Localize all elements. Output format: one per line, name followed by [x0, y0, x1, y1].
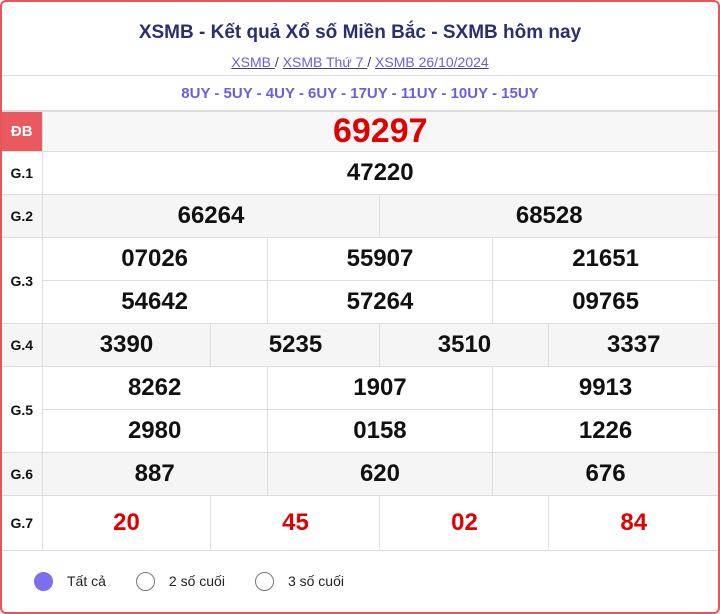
prize-label: G.4	[2, 323, 43, 367]
prize-number: 8262	[41, 366, 268, 410]
breadcrumb-sep: /	[274, 54, 279, 70]
row-g1: G.1 47220	[2, 151, 718, 195]
prize-number: 45	[210, 495, 381, 551]
prize-number: 47220	[41, 151, 718, 195]
breadcrumb: XSMB / XSMB Thứ 7 / XSMB 26/10/2024	[2, 54, 718, 70]
prize-number: 1226	[492, 409, 718, 453]
prize-label: ĐB	[2, 111, 43, 152]
prize-label: G.2	[2, 194, 43, 238]
row-g3b: 54642 57264 09765	[2, 280, 718, 324]
row-g4: G.4 3390 5235 3510 3337	[2, 323, 718, 367]
prize-number: 55907	[266, 237, 494, 281]
breadcrumb-date[interactable]: XSMB 26/10/2024	[375, 54, 489, 70]
display-filter: Tất cả 2 số cuối 3 số cuối	[2, 551, 718, 611]
row-db: ĐB 69297	[2, 111, 718, 152]
prize-number: 676	[492, 452, 718, 496]
prize-number: 54642	[41, 280, 268, 324]
row-g3: G.3 07026 55907 21651	[2, 237, 718, 324]
header: XSMB - Kết quả Xổ số Miền Bắc - SXMB hôm…	[2, 2, 718, 76]
prize-number: 3390	[41, 323, 212, 367]
radio-last2[interactable]: 2 số cuối	[135, 571, 225, 591]
radio-last3[interactable]: 3 số cuối	[254, 571, 344, 591]
prize-number: 0158	[266, 409, 494, 453]
radio-label: Tất cả	[67, 573, 106, 589]
prize-number: 3510	[379, 323, 550, 367]
prize-number: 84	[548, 495, 718, 551]
prize-label: G.7	[2, 495, 43, 551]
results-table: ĐB 69297 G.1 47220 G.2 66264 68528 G.3 07026 5…	[2, 111, 718, 551]
prize-number: 3337	[548, 323, 718, 367]
row-g5: G.5 8262 1907 9913	[2, 366, 718, 453]
prize-number: 57264	[266, 280, 494, 324]
special-prize: 69297	[41, 111, 718, 152]
prize-number: 68528	[379, 194, 718, 238]
radio-icon[interactable]	[135, 571, 155, 591]
prize-number: 09765	[492, 280, 718, 324]
prize-label: G.6	[2, 452, 43, 496]
prize-number: 20	[41, 495, 212, 551]
row-g2: G.2 66264 68528	[2, 194, 718, 238]
prize-label: G.5	[2, 366, 43, 453]
row-g5b: 2980 0158 1226	[2, 409, 718, 453]
prize-number: 5235	[210, 323, 381, 367]
breadcrumb-sep: /	[367, 54, 372, 70]
page-title: XSMB - Kết quả Xổ số Miền Bắc - SXMB hôm…	[138, 22, 582, 43]
row-g7: G.7 20 45 02 84	[2, 495, 718, 551]
prize-number: 9913	[492, 366, 718, 410]
radio-label: 2 số cuối	[168, 573, 225, 589]
prize-number: 620	[266, 452, 494, 496]
prize-number: 66264	[41, 194, 381, 238]
prize-number: 887	[41, 452, 268, 496]
prize-number: 2980	[41, 409, 268, 453]
radio-all[interactable]: Tất cả	[34, 571, 106, 591]
prize-label: G.3	[2, 237, 43, 324]
row-g6: G.6 887 620 676	[2, 452, 718, 496]
radio-label: 3 số cuối	[287, 573, 344, 589]
radio-icon[interactable]	[254, 571, 274, 591]
prize-label: G.1	[2, 151, 43, 195]
radio-selected-icon[interactable]	[34, 571, 53, 591]
prize-codes: 8UY - 5UY - 4UY - 6UY - 17UY - 11UY - 10…	[2, 76, 718, 111]
prize-number: 02	[379, 495, 550, 551]
prize-number: 07026	[41, 237, 268, 281]
prize-number: 1907	[266, 366, 494, 410]
breadcrumb-xsmb[interactable]: XSMB	[231, 54, 275, 70]
breadcrumb-thu7[interactable]: XSMB Thứ 7	[282, 54, 368, 70]
prize-number: 21651	[492, 237, 718, 281]
